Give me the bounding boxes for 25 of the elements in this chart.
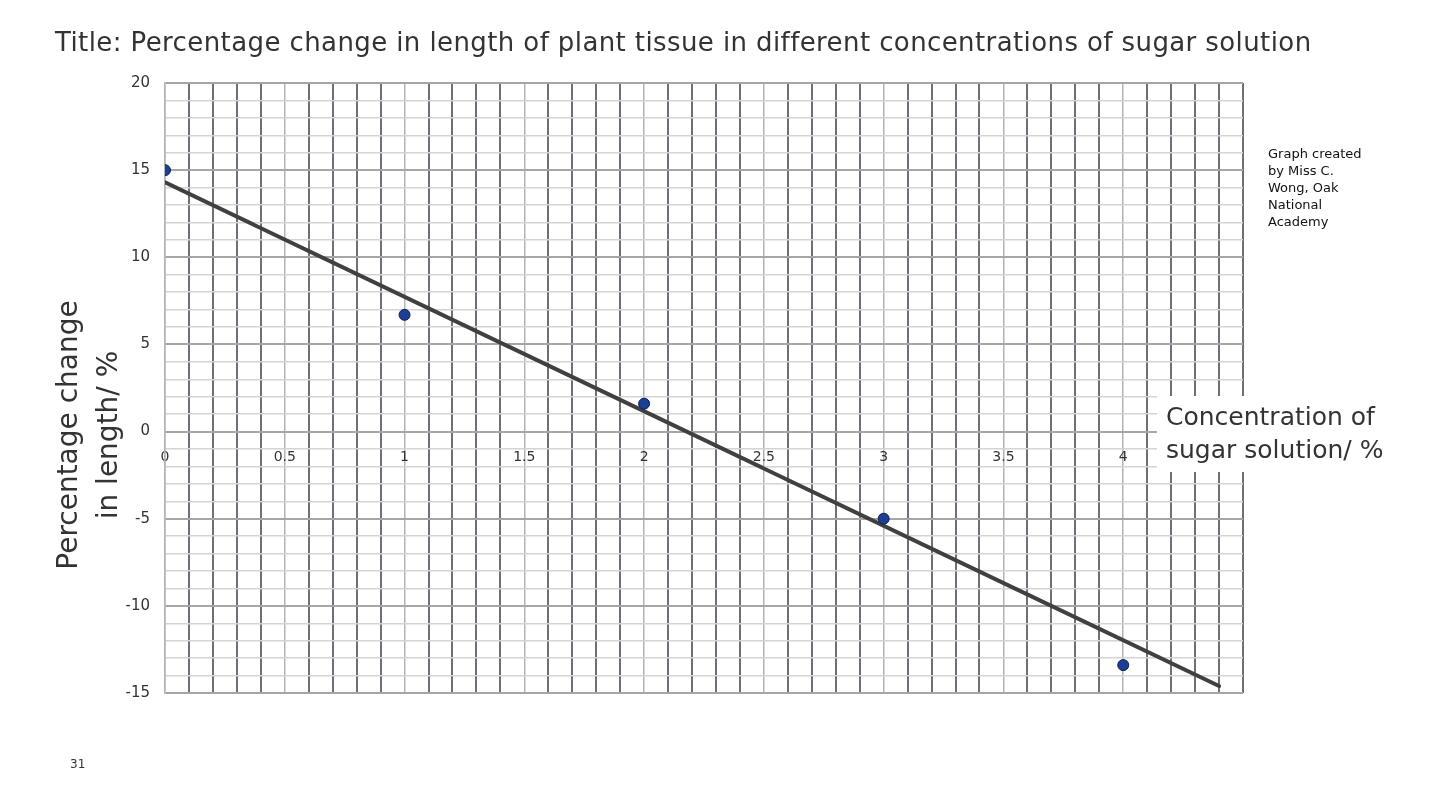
y-tick-label: -15: [125, 682, 150, 701]
y-axis-title: Percentage change in length/ %: [50, 299, 125, 572]
point: [398, 308, 411, 321]
y-tick-label: 0: [140, 421, 150, 440]
y-tick-label: 10: [130, 247, 150, 266]
x-tick-label: 3.5: [992, 447, 1015, 464]
x-tick-label: 3: [879, 447, 889, 464]
chart-title: Title: Percentage change in length of plant tissue in different concentrations of sugar solution: [55, 27, 1312, 57]
y-tick-label: 15: [130, 160, 150, 179]
point: [877, 512, 890, 525]
x-tick-label: 2: [639, 447, 649, 464]
text: 31: [70, 757, 86, 771]
x-tick-label: 1: [400, 447, 410, 464]
y-tick-label: -10: [125, 595, 150, 614]
point: [638, 397, 651, 410]
x-tick-label: 0.5: [273, 447, 296, 464]
y-tick-label: 5: [140, 334, 150, 353]
y-tick-label: 20: [130, 72, 150, 91]
y-tick-label: -5: [135, 508, 150, 527]
x-tick-label: 2.5: [752, 447, 776, 464]
x-axis-title: Concentration of sugar solution/ %: [1157, 396, 1412, 472]
x-tick-label: 4: [1118, 447, 1128, 464]
x-tick-label: 1.5: [513, 447, 536, 464]
text: Graph created by Miss C. Wong, Oak National Academy: [1268, 145, 1363, 230]
point: [1117, 659, 1130, 672]
